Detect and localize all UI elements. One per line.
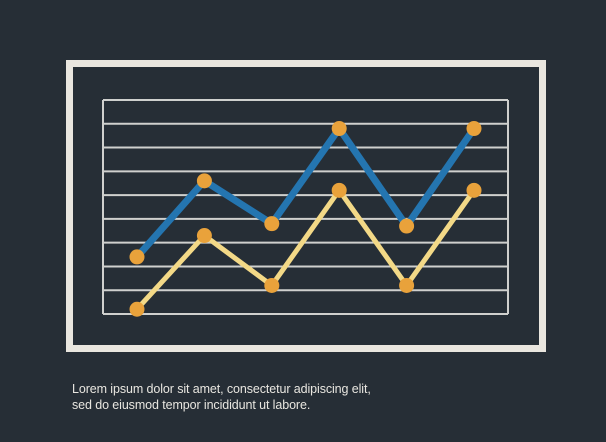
series-2-point-5 <box>399 277 415 293</box>
series-1-point-1 <box>129 249 145 265</box>
series-markers <box>129 121 482 317</box>
series-1-point-3 <box>264 216 280 232</box>
series-2-point-3 <box>264 277 280 293</box>
series-line-2 <box>134 187 477 312</box>
series-1-point-4 <box>331 121 347 137</box>
series-1-point-2 <box>196 173 212 189</box>
series-1-point-5 <box>399 218 415 234</box>
caption-line-1: Lorem ipsum dolor sit amet, consectetur … <box>72 382 371 396</box>
caption-text: Lorem ipsum dolor sit amet, consectetur … <box>72 381 572 413</box>
series-lines <box>133 125 478 312</box>
caption-line-2: sed do eiusmod tempor incididunt ut labo… <box>72 398 311 412</box>
series-1-point-6 <box>466 121 482 137</box>
series-2-point-6 <box>466 182 482 198</box>
series-2-point-1 <box>129 301 145 317</box>
series-line-1 <box>133 125 478 261</box>
series-2-point-4 <box>331 182 347 198</box>
chart-board <box>66 60 546 352</box>
grid-lines <box>102 99 509 315</box>
series-2-point-2 <box>196 228 212 244</box>
